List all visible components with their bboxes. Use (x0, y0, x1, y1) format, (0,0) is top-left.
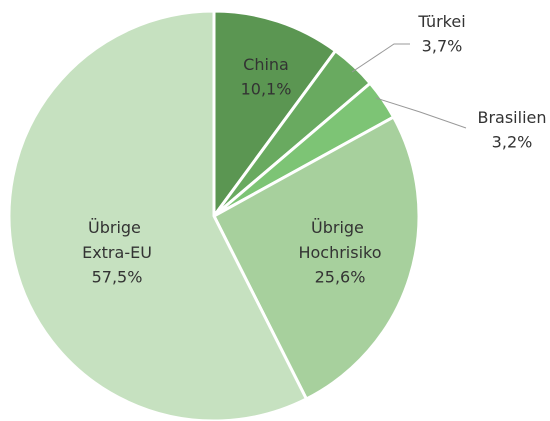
category-label-line: Brasilien (477, 108, 546, 127)
category-label: Brasilien (477, 108, 546, 127)
category-label: Übrige Hochrisiko (298, 218, 381, 262)
category-label: Türkei (417, 12, 465, 31)
category-label-line: Übrige (311, 218, 369, 237)
value-label: 3,2% (492, 133, 533, 152)
category-label: China (243, 55, 289, 74)
category-label-line: Hochrisiko (298, 243, 381, 262)
category-label-line: Extra-EU (82, 243, 152, 262)
category-label-line: China (243, 55, 289, 74)
leader-line (375, 97, 467, 129)
pie-slice (212, 9, 337, 218)
value-label: 57,5% (92, 268, 143, 287)
leader-line (351, 43, 410, 73)
value-label: 25,6% (315, 268, 366, 287)
pie-slice (212, 115, 421, 401)
value-label: 10,1% (241, 80, 292, 99)
value-label: 3,7% (422, 37, 463, 56)
category-label-line: Übrige (88, 218, 146, 237)
category-label: Übrige Extra-EU (82, 218, 152, 262)
category-label-line: Türkei (417, 12, 465, 31)
